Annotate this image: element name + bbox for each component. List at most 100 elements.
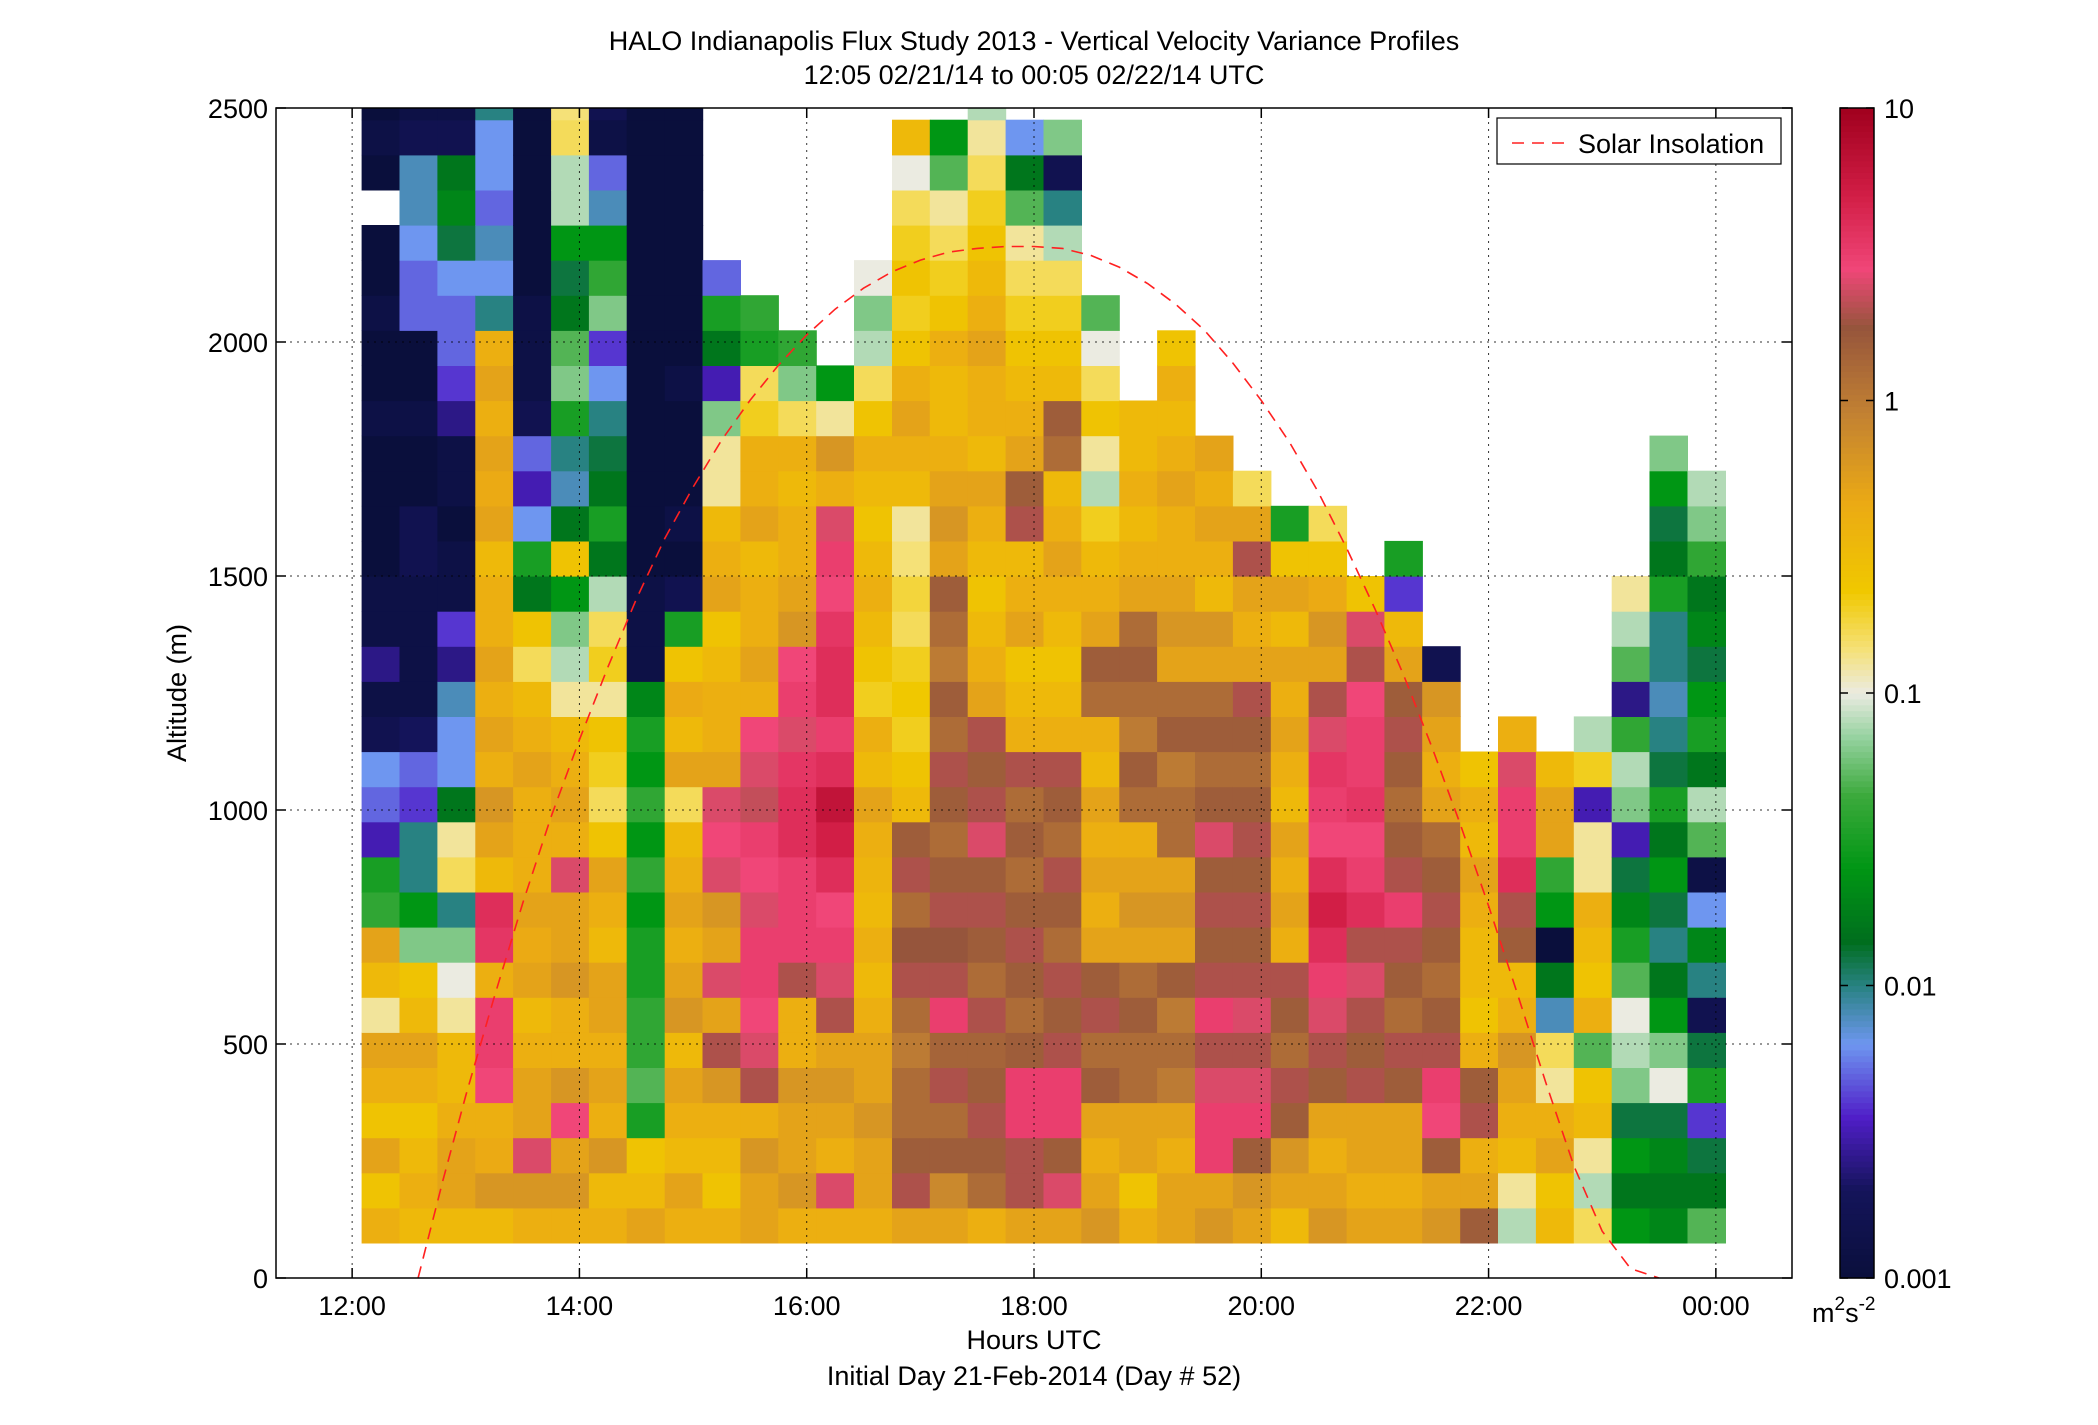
heatmap-cell (929, 1032, 969, 1068)
heatmap-cell (929, 1172, 969, 1209)
heatmap-cell (626, 505, 666, 542)
heatmap-cell (437, 681, 476, 717)
colorbar-band (1840, 874, 1874, 881)
heatmap-cell (1043, 856, 1082, 893)
colorbar-band (1840, 733, 1874, 741)
heatmap-cell (664, 225, 704, 261)
heatmap-cell (475, 260, 514, 296)
heatmap-cell (1687, 1032, 1726, 1068)
heatmap-cell (626, 1102, 666, 1139)
heatmap-cell (1005, 611, 1045, 647)
x-axis: 12:00 14:00 16:00 18:00 20:00 22:00 00:00 (318, 108, 1750, 1321)
heatmap-cell (1005, 365, 1045, 402)
heatmap-cell (702, 470, 741, 507)
heatmap-cell (475, 716, 514, 753)
colorbar-band (1840, 400, 1874, 407)
heatmap-cell (967, 119, 1007, 156)
colorbar-band (1840, 991, 1874, 998)
heatmap-cell (778, 646, 817, 682)
heatmap-cell (1081, 540, 1120, 577)
heatmap-cell (816, 1137, 855, 1174)
heatmap-cell (626, 1137, 666, 1174)
colorbar-band (1840, 669, 1874, 677)
heatmap-cell (1157, 1102, 1196, 1139)
heatmap-cell (740, 1172, 779, 1209)
colorbar-band (1840, 646, 1874, 653)
heatmap-cell (1649, 1207, 1688, 1244)
heatmap-cell (1270, 962, 1310, 998)
heatmap-cell (854, 470, 893, 507)
heatmap-cell (437, 856, 476, 893)
colorbar-band (1840, 967, 1874, 975)
heatmap-cell (854, 751, 893, 788)
heatmap-cell (361, 260, 401, 296)
colorbar-band (1840, 195, 1874, 203)
heatmap-cell (1346, 751, 1386, 788)
colorbar-band (1840, 377, 1874, 384)
colorbar-tick-label: 0.001 (1884, 1264, 1952, 1294)
colorbar-band (1840, 394, 1874, 402)
heatmap-cell (1498, 927, 1537, 963)
heatmap-cell (892, 365, 931, 402)
heatmap-cell (929, 225, 969, 261)
heatmap-cell (892, 646, 931, 682)
heatmap-cell (967, 435, 1007, 472)
heatmap-cell (475, 681, 514, 717)
heatmap-cell (778, 330, 817, 366)
heatmap-cell (1308, 962, 1348, 998)
heatmap-cell (929, 646, 969, 682)
heatmap-cell (475, 856, 514, 893)
heatmap-cell (551, 1102, 590, 1139)
heatmap-cell (399, 962, 438, 998)
heatmap-cell (361, 435, 401, 472)
colorbar-band (1840, 786, 1874, 794)
heatmap-cell (1346, 646, 1386, 682)
heatmap-cell (702, 646, 741, 682)
heatmap-cell (399, 365, 438, 402)
heatmap-cell (1232, 681, 1272, 717)
heatmap-cell (816, 681, 855, 717)
heatmap-cell (740, 1102, 779, 1139)
colorbar-unit-base: m (1812, 1298, 1835, 1328)
heatmap-cell (1232, 856, 1272, 893)
heatmap-cell (361, 927, 401, 963)
heatmap-cell (1535, 1207, 1575, 1244)
heatmap-cell (702, 260, 741, 296)
heatmap-cell (778, 997, 817, 1033)
heatmap-cell (399, 681, 438, 717)
heatmap-cell (702, 962, 741, 998)
heatmap-cell (588, 225, 628, 261)
colorbar-band (1840, 189, 1874, 197)
colorbar-band (1840, 1254, 1874, 1262)
heatmap-cell (361, 1102, 401, 1139)
heatmap-cell (1043, 470, 1082, 507)
heatmap-cell (816, 1067, 855, 1104)
heatmap-cell (1157, 611, 1196, 647)
heatmap-cell (1005, 576, 1045, 612)
heatmap-cell (892, 119, 931, 156)
heatmap-cell (399, 576, 438, 612)
heatmap-cell (1308, 1032, 1348, 1068)
heatmap-cell (1232, 716, 1272, 753)
heatmap-cell (437, 108, 476, 121)
heatmap-cell (1308, 821, 1348, 858)
heatmap-cell (967, 786, 1007, 823)
colorbar-band (1840, 868, 1874, 875)
heatmap-cell (1270, 997, 1310, 1033)
heatmap-cell (1005, 295, 1045, 331)
heatmap-cell (816, 927, 855, 963)
heatmap-cell (664, 646, 704, 682)
heatmap-cell (1232, 927, 1272, 963)
heatmap-cell (1157, 1067, 1196, 1104)
heatmap-cell (854, 1137, 893, 1174)
heatmap-cell (1384, 1137, 1423, 1174)
heatmap-cell (1232, 611, 1272, 647)
heatmap-cell (854, 1102, 893, 1139)
heatmap-cell (1384, 891, 1423, 928)
colorbar-band (1840, 295, 1874, 302)
heatmap-cell (626, 540, 666, 577)
heatmap-cell (588, 786, 628, 823)
heatmap-cell (1043, 1207, 1082, 1244)
heatmap-cell (1005, 962, 1045, 998)
heatmap-cell (929, 154, 969, 191)
